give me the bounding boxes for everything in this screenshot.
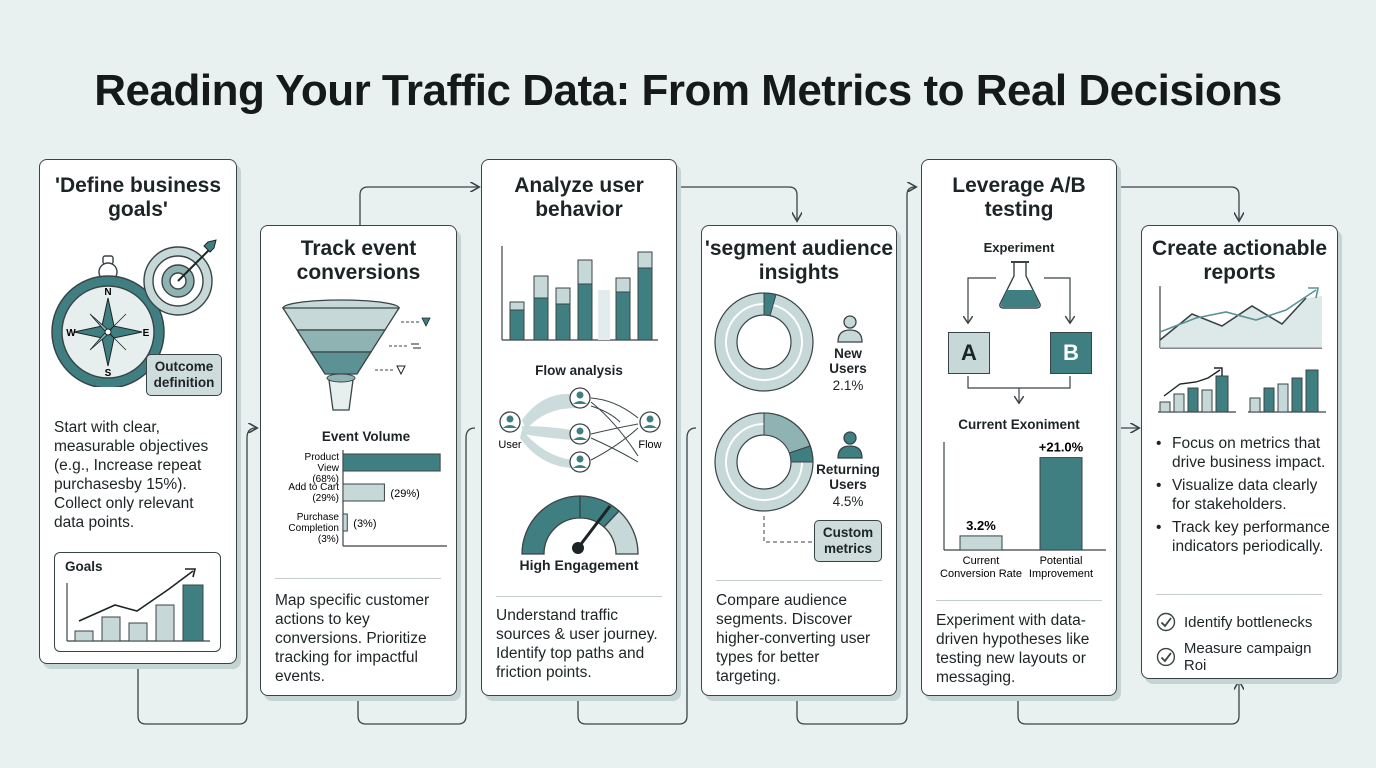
data-label: 3.2% (966, 518, 996, 533)
target-icon (143, 239, 217, 316)
new-users-donut (714, 292, 814, 392)
compass-e: E (143, 328, 150, 339)
check-item-label: Measure campaign Roi (1183, 640, 1312, 674)
card-analyze-behavior: Analyze user behavior Flow analysis (481, 159, 677, 696)
flow-analysis-title: Flow analysis (535, 363, 623, 378)
card-title: Track event conversions (296, 237, 421, 284)
page-title: Reading Your Traffic Data: From Metrics … (94, 66, 1282, 115)
flow-user-label: User (498, 439, 522, 451)
experiment-label: Experiment (983, 240, 1055, 255)
goals-mini-chart: Goals (54, 552, 221, 652)
new-users-label: New Users (829, 346, 867, 376)
compass-n: N (104, 287, 111, 298)
new-users-icon (837, 315, 863, 343)
category-label: Purchase Completion (288, 512, 339, 534)
card-define-goals: 'Define business goals' N E S W Outcome … (39, 159, 237, 664)
returning-users-icon (837, 431, 863, 459)
ab-results-chart: 3.2% Current Conversion Rate +21.0% Potentia… (940, 440, 1106, 580)
bar (1039, 457, 1083, 551)
reports-bar-chart-1 (1158, 367, 1236, 413)
bar (342, 453, 441, 472)
check-item-campaign-roi: Measure campaign Roi (1156, 640, 1337, 674)
bar (342, 513, 348, 532)
variant-a-box: A (948, 332, 990, 374)
check-item-label: Identify bottlenecks (1184, 613, 1313, 631)
flask-icon (999, 261, 1041, 309)
compass-icon: N E S W (51, 255, 165, 387)
card-divider (716, 580, 882, 581)
category-percent: (29%) (312, 493, 339, 504)
variant-a-label: A (961, 340, 977, 365)
funnel-icon (281, 299, 431, 411)
returning-users-value: 4.5% (832, 494, 864, 509)
outcome-definition-badge: Outcome definition (146, 354, 222, 396)
category-percent: (3%) (318, 534, 339, 545)
category-label: Product View (305, 452, 340, 474)
category-label: Add to Cart (288, 482, 339, 493)
bullet-item: Track key performance indicators periodi… (1156, 518, 1332, 556)
behavior-bar-chart (501, 246, 658, 341)
card-title: 'segment audience insights (704, 237, 894, 284)
bullet-item: Visualize data clearly for stakeholders. (1156, 476, 1332, 514)
variant-b-box: B (1050, 332, 1092, 374)
check-circle-icon (1156, 647, 1176, 667)
card-track-events: Track event conversions Event Volume Pro… (260, 225, 457, 696)
high-engagement-label: High Engagement (519, 557, 639, 573)
category-percent: (68%) (312, 474, 339, 485)
returning-users-donut (714, 412, 814, 512)
card-title: 'Define business goals' (54, 174, 222, 221)
engagement-gauge (521, 495, 639, 555)
category-label: Potential Improvement (1029, 555, 1093, 580)
current-experiment-title: Current Exoniment (958, 417, 1080, 432)
reports-bar-chart-2 (1248, 369, 1326, 413)
check-item-bottlenecks: Identify bottlenecks (1156, 612, 1312, 632)
compass-w: W (66, 328, 76, 339)
card-segment-audience: 'segment audience insights New Users 2.1… (701, 225, 897, 696)
bar (342, 483, 385, 502)
card-divider (936, 600, 1102, 601)
card-body: Understand traffic sources & user journe… (496, 607, 658, 681)
card-title: Analyze user behavior (514, 174, 644, 221)
event-volume-title: Event Volume (321, 429, 411, 444)
card-title: Create actionable reports (1151, 237, 1328, 284)
data-label: (3%) (353, 518, 376, 530)
data-label: +21.0% (1039, 440, 1084, 455)
card-body: Compare audience segments. Discover high… (716, 592, 871, 685)
card-divider (275, 578, 441, 579)
bar (959, 535, 1003, 551)
ab-split-arrows (940, 277, 1100, 410)
card-title: Leverage A/B testing (952, 174, 1086, 221)
card-ab-testing: Leverage A/B testing Experiment A B Curr… (921, 159, 1117, 696)
dashed-connector (763, 516, 814, 543)
flow-end-label: Flow (638, 439, 661, 451)
new-users-value: 2.1% (832, 378, 864, 393)
card-body: Experiment with data-driven hypotheses l… (936, 612, 1090, 686)
bullet-item: Focus on metrics that drive business imp… (1156, 434, 1332, 472)
compass-s: S (105, 368, 112, 379)
card-divider (1156, 594, 1322, 595)
card-divider (496, 596, 662, 597)
variant-b-label: B (1063, 340, 1079, 365)
card-body: Map specific customer actions to key con… (275, 592, 430, 685)
category-label: Current Conversion Rate (940, 555, 1022, 580)
custom-metrics-badge: Custom metrics (814, 520, 882, 562)
returning-users-label: Returning Users (816, 462, 880, 492)
flow-diagram: User Flow (498, 387, 662, 473)
data-label: (29%) (390, 488, 419, 500)
card-body: Start with clear, measurable objectives … (54, 419, 209, 531)
goals-chart-label: Goals (65, 559, 103, 574)
card-reports: Create actionable reports Focus on metri… (1141, 225, 1338, 679)
reports-bullet-list: Focus on metrics that drive business imp… (1156, 434, 1332, 560)
check-circle-icon (1156, 612, 1176, 632)
reports-line-chart (1159, 286, 1322, 349)
event-volume-chart: Product View(68%)Add to Cart(29%) (29%)Pur… (288, 450, 447, 547)
